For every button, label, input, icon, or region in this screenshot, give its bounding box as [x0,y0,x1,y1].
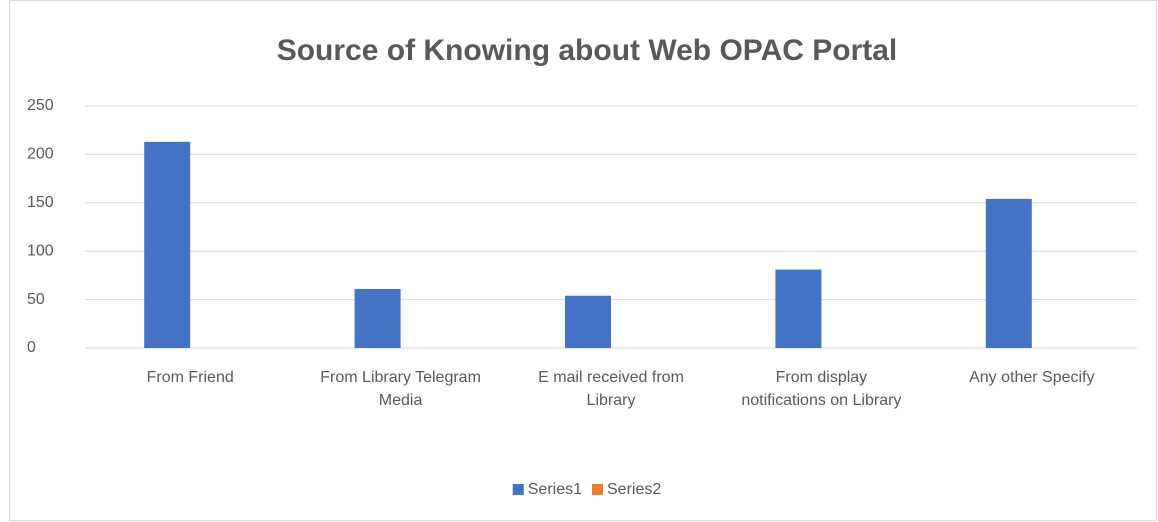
x-tick-label-box: From Friend [146,369,234,386]
x-tick-label: From display notifications on Library [741,369,902,409]
legend-swatch [512,484,524,495]
bar [565,295,611,348]
bar [775,269,822,348]
x-tick-label: E mail received from Library [538,369,684,409]
bar [354,288,401,348]
y-tick-label: 0 [27,339,36,356]
legend-label: Series1 [528,481,582,498]
x-tick-label-box: From Library Telegram Media [320,369,481,409]
y-tick-label: 100 [27,242,54,259]
legend-swatch [592,484,603,495]
y-tick-label: 200 [27,146,54,163]
x-tick-label-box: Any other Specify [969,369,1095,386]
x-tick-label: Any other Specify [969,369,1095,386]
bar [144,141,191,348]
chart-title: Source of Knowing about Web OPAC Portal [277,34,898,67]
x-tick-label-box: E mail received from Library [538,369,684,409]
y-tick-label: 50 [27,291,45,308]
legend-label: Series2 [607,481,661,498]
x-tick-label-box: From display notifications on Library [741,369,902,409]
bar [985,198,1032,348]
y-tick-label: 250 [27,97,54,114]
chart-border [9,0,1157,521]
x-tick-label: From Library Telegram Media [320,369,481,409]
x-tick-label: From Friend [146,369,234,386]
y-tick-label: 150 [27,194,54,211]
